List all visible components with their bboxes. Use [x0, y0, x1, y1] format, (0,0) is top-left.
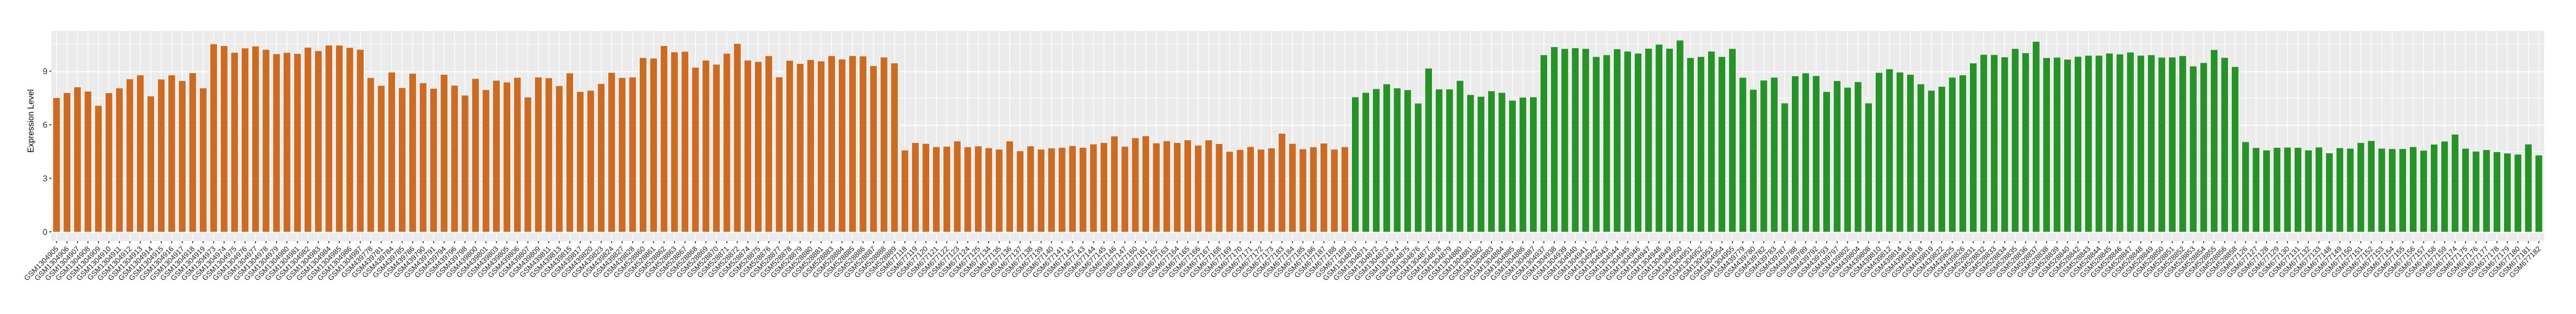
svg-text:9: 9: [43, 67, 48, 76]
svg-text:3: 3: [43, 174, 48, 184]
svg-text:Expression Level: Expression Level: [27, 89, 36, 153]
svg-text:6: 6: [43, 121, 48, 130]
svg-text:0: 0: [43, 228, 48, 237]
